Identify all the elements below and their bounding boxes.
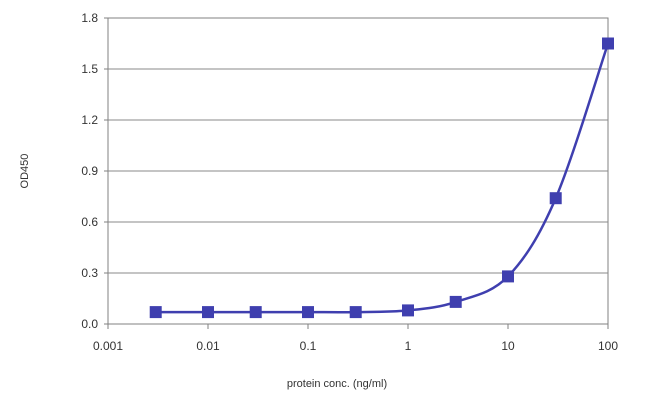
grid-lines [108,68,608,274]
y-tick-label-4: 1.2 [81,113,98,127]
y-tick-label-2: 0.6 [81,215,98,229]
x-tick-label-2: 0.1 [300,339,317,353]
y-tick-label-6: 1.8 [81,11,98,25]
data-point-6 [449,295,462,308]
x-tick-label-5: 100 [598,339,618,353]
y-tick-label-1: 0.3 [81,266,98,280]
data-point-7 [502,270,514,283]
data-point-8 [549,192,562,205]
x-tick-label-0: 0.001 [93,339,123,353]
x-axis-title: protein conc. (ng/ml) [287,378,387,390]
x-tick-label-1: 0.01 [196,339,220,353]
data-point-4 [349,306,362,319]
y-axis-ticks: 0.0 0.3 0.6 0.9 1.2 1.5 1.8 [81,11,108,331]
data-point-0 [149,306,162,319]
x-tick-label-4: 10 [501,339,515,353]
series-group [149,37,614,319]
y-axis-title: OD450 [19,154,31,189]
x-tick-label-3: 1 [405,339,412,353]
data-point-5 [402,304,414,317]
data-point-9 [602,37,614,50]
data-point-1 [202,306,214,319]
y-tick-label-5: 1.5 [81,62,98,76]
data-point-2 [249,306,262,319]
data-point-3 [302,306,314,319]
x-axis-ticks: 0.001 0.01 0.1 1 10 100 [93,324,618,353]
y-tick-label-0: 0.0 [81,317,98,331]
y-tick-label-3: 0.9 [81,164,98,178]
